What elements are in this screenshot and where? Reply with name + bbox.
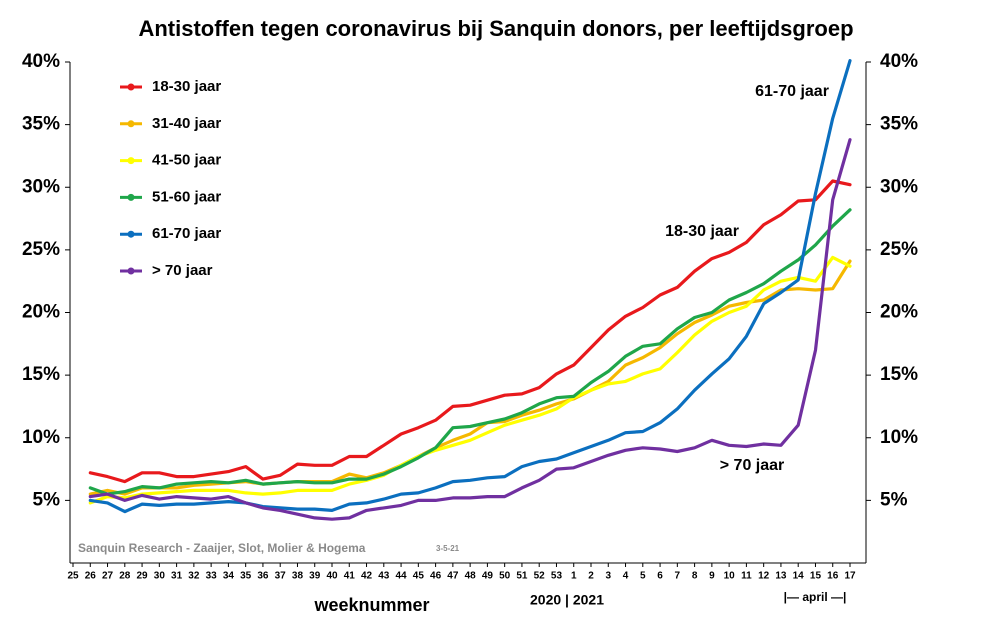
x-tick-label: 16 — [827, 571, 839, 582]
y2-tick-label: 30% — [880, 176, 918, 197]
x-tick-label: 28 — [119, 571, 131, 582]
x-tick-label: 45 — [413, 571, 425, 582]
x-tick-label: 33 — [206, 571, 218, 582]
x-tick-label: 47 — [447, 571, 459, 582]
x-tick-label: 50 — [499, 571, 511, 582]
x-tick-label: 15 — [810, 571, 822, 582]
y2-tick-label: 35% — [880, 114, 918, 135]
x-axis-label: weeknummer — [313, 595, 429, 615]
x-tick-label: 14 — [793, 571, 805, 582]
y-tick-label: 40% — [22, 51, 60, 72]
x-tick-label: 38 — [292, 571, 304, 582]
x-tick-label: 7 — [675, 571, 681, 582]
y-tick-label: 20% — [22, 302, 60, 323]
y2-tick-label: 25% — [880, 239, 918, 260]
series-line — [88, 179, 852, 484]
month-label: |— april —| — [784, 590, 847, 604]
x-tick-label: 37 — [275, 571, 287, 582]
series-line — [88, 59, 852, 514]
legend-label: > 70 jaar — [152, 262, 213, 279]
legend-marker — [127, 230, 135, 238]
y-tick-label: 30% — [22, 176, 60, 197]
year-label: 2020 | 2021 — [530, 592, 604, 608]
legend-marker — [127, 193, 135, 201]
legend-label: 51-60 jaar — [152, 188, 221, 205]
y2-tick-label: 5% — [880, 489, 908, 510]
legend-label: 31-40 jaar — [152, 115, 221, 132]
legend-marker — [127, 83, 135, 91]
date-note: 3-5-21 — [436, 544, 460, 553]
legend-marker — [127, 120, 135, 128]
x-tick-label: 44 — [396, 571, 408, 582]
y-tick-label: 25% — [22, 239, 60, 260]
x-tick-label: 32 — [188, 571, 200, 582]
x-tick-label: 53 — [551, 571, 563, 582]
x-tick-label: 36 — [257, 571, 269, 582]
x-tick-label: 43 — [378, 571, 390, 582]
x-tick-label: 17 — [844, 571, 856, 582]
y-tick-label: 5% — [33, 489, 61, 510]
y2-tick-label: 15% — [880, 364, 918, 385]
series-line — [88, 208, 852, 496]
x-tick-label: 40 — [326, 571, 338, 582]
x-tick-label: 6 — [657, 571, 663, 582]
y-tick-label: 10% — [22, 427, 60, 448]
x-tick-label: 46 — [430, 571, 442, 582]
x-tick-label: 48 — [465, 571, 477, 582]
x-tick-label: 29 — [137, 571, 149, 582]
x-tick-label: 30 — [154, 571, 166, 582]
legend-label: 41-50 jaar — [152, 152, 221, 169]
y-tick-label: 35% — [22, 114, 60, 135]
x-tick-label: 39 — [309, 571, 321, 582]
x-tick-label: 11 — [741, 571, 752, 582]
legend-marker — [127, 157, 135, 165]
legend-label: 18-30 jaar — [152, 78, 221, 95]
x-tick-label: 42 — [361, 571, 373, 582]
x-tick-label: 4 — [623, 571, 629, 582]
y2-tick-label: 40% — [880, 51, 918, 72]
chart-title: Antistoffen tegen coronavirus bij Sanqui… — [138, 16, 853, 41]
x-tick-label: 25 — [67, 571, 79, 582]
x-tick-label: 34 — [223, 571, 235, 582]
x-tick-label: 10 — [724, 571, 736, 582]
x-tick-label: 9 — [709, 571, 715, 582]
x-tick-label: 2 — [588, 571, 594, 582]
x-tick-label: 31 — [171, 571, 183, 582]
annotation: 18-30 jaar — [665, 223, 739, 240]
x-tick-label: 5 — [640, 571, 646, 582]
x-tick-label: 27 — [102, 571, 114, 582]
y2-tick-label: 20% — [880, 302, 918, 323]
annotation: > 70 jaar — [720, 457, 785, 474]
x-tick-label: 12 — [758, 571, 770, 582]
x-tick-label: 1 — [571, 571, 577, 582]
series-line — [88, 138, 852, 521]
series-line — [88, 259, 852, 496]
y-tick-label: 15% — [22, 364, 60, 385]
x-tick-label: 41 — [344, 571, 356, 582]
x-tick-label: 49 — [482, 571, 494, 582]
credit: Sanquin Research - Zaaijer, Slot, Molier… — [78, 541, 366, 555]
series-line — [88, 255, 852, 505]
x-tick-label: 52 — [534, 571, 546, 582]
y2-tick-label: 10% — [880, 427, 918, 448]
legend-label: 61-70 jaar — [152, 225, 221, 242]
x-tick-label: 13 — [775, 571, 787, 582]
legend-marker — [127, 267, 135, 275]
x-tick-label: 51 — [516, 571, 528, 582]
x-tick-label: 26 — [85, 571, 97, 582]
x-tick-label: 3 — [605, 571, 611, 582]
x-tick-label: 35 — [240, 571, 252, 582]
x-tick-label: 8 — [692, 571, 698, 582]
annotation: 61-70 jaar — [755, 83, 829, 100]
